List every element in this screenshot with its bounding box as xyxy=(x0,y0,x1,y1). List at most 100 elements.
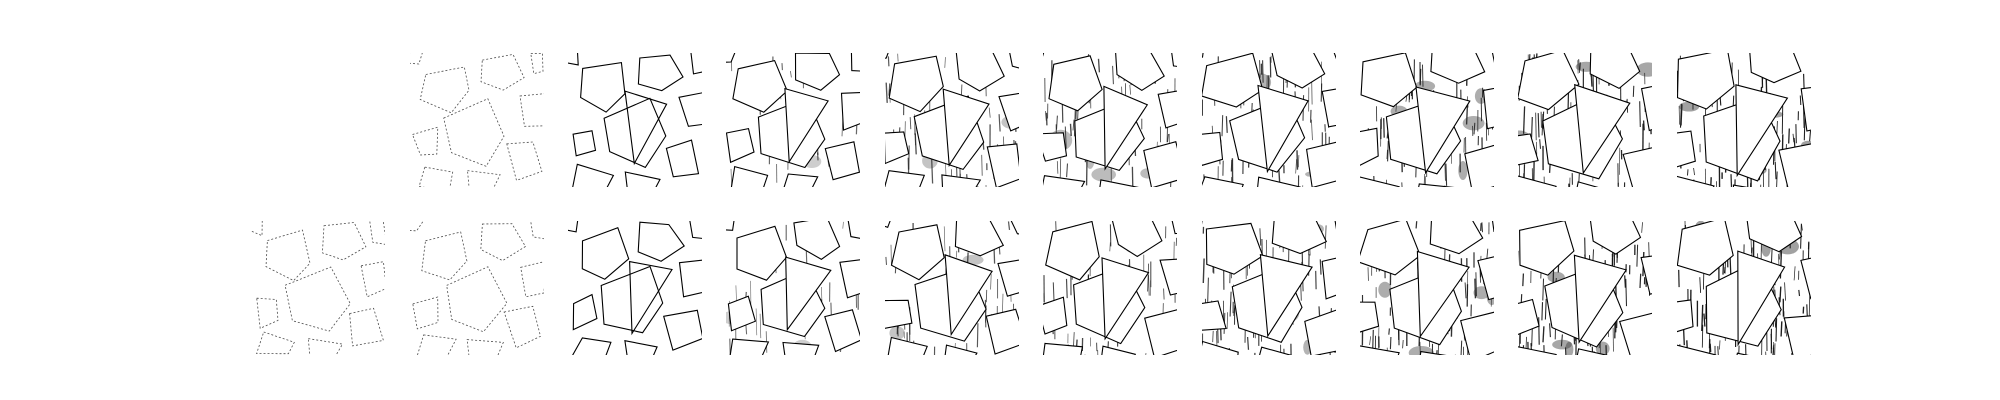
fragment-polygon xyxy=(1419,350,1447,355)
fragment-polygon xyxy=(1360,176,1400,187)
texture-stroke xyxy=(1641,222,1643,233)
fragment-polygon xyxy=(1640,255,1652,295)
fragment-polygon xyxy=(1736,352,1749,355)
texture-stroke xyxy=(1701,304,1704,332)
texture-stroke xyxy=(982,142,985,150)
texture-stroke xyxy=(1319,259,1322,275)
fragment-polygon xyxy=(1360,345,1400,355)
fragment-polygon xyxy=(419,66,470,114)
fragment-polygon xyxy=(251,221,263,237)
fragment-polygon xyxy=(572,337,612,355)
texture-stroke xyxy=(1798,289,1801,297)
fragment-polygon xyxy=(1677,175,1715,187)
panel-image xyxy=(1518,53,1652,187)
panel-r1-c8 xyxy=(1360,53,1494,187)
fragment-polygon xyxy=(888,55,944,113)
texture-stroke xyxy=(998,247,1001,255)
fragment-polygon xyxy=(446,266,508,333)
fragment-polygon xyxy=(730,165,769,187)
texture-stroke xyxy=(1387,140,1389,162)
texture-stroke xyxy=(1486,248,1489,259)
panel-r1-c10 xyxy=(1677,53,1811,187)
fragment-polygon xyxy=(1778,143,1811,187)
fragment-polygon xyxy=(360,261,385,298)
fragment-polygon xyxy=(1416,250,1470,339)
fragment-polygon xyxy=(726,53,736,63)
fragment-polygon xyxy=(1576,348,1609,355)
texture-stroke xyxy=(1007,221,1011,230)
texture-stroke xyxy=(1522,106,1526,134)
texture-stroke xyxy=(1372,329,1374,351)
texture-stroke xyxy=(1719,340,1721,350)
texture-stroke xyxy=(1701,324,1704,348)
texture-stroke xyxy=(1221,115,1224,137)
fragment-polygon xyxy=(1518,298,1540,336)
fragment-polygon xyxy=(678,92,702,127)
texture-stroke xyxy=(1680,104,1683,126)
fragment-polygon xyxy=(1103,85,1149,171)
texture-stroke xyxy=(1765,351,1767,355)
texture-stroke xyxy=(1542,278,1544,301)
fragment-polygon xyxy=(1144,309,1177,355)
texture-stroke xyxy=(1535,112,1537,141)
texture-stroke xyxy=(1148,275,1150,296)
fragment-polygon xyxy=(997,259,1019,297)
panel-image xyxy=(726,221,860,355)
texture-stroke xyxy=(1109,242,1111,252)
panel-r2-c10 xyxy=(1677,221,1811,355)
panel-r1-c6 xyxy=(1043,53,1177,187)
texture-stroke xyxy=(1639,101,1641,128)
fragment-polygon xyxy=(1202,221,1203,225)
fragment-polygon xyxy=(1518,53,1580,111)
fragment-polygon xyxy=(1043,221,1044,222)
texture-stroke xyxy=(1475,272,1477,297)
texture-stroke xyxy=(1544,298,1547,320)
panel-r1-c3 xyxy=(568,53,702,187)
fragment-polygon xyxy=(847,221,860,239)
texture-stroke xyxy=(1069,123,1072,137)
texture-stroke xyxy=(1541,302,1544,321)
fragment-polygon xyxy=(1111,221,1163,258)
texture-stroke xyxy=(1578,59,1581,73)
texture-stroke xyxy=(1056,161,1059,174)
fragment-polygon xyxy=(629,260,673,336)
texture-stroke xyxy=(1730,174,1733,187)
panel-image xyxy=(251,221,385,355)
fragment-polygon xyxy=(1783,315,1811,355)
panel-image xyxy=(1360,53,1494,187)
fragment-polygon xyxy=(1304,309,1336,355)
texture-stroke xyxy=(1579,62,1581,70)
panel-image xyxy=(726,53,860,187)
fragment-polygon xyxy=(1477,256,1494,301)
fragment-polygon xyxy=(307,338,344,355)
fragment-polygon xyxy=(840,92,860,131)
texture-stroke xyxy=(1402,339,1404,349)
fragment-polygon xyxy=(1202,300,1227,331)
texture-stroke xyxy=(1388,328,1390,335)
fragment-polygon xyxy=(1800,87,1811,132)
texture-stroke xyxy=(1445,163,1448,186)
fragment-polygon xyxy=(955,53,1005,92)
texture-stroke xyxy=(1734,179,1736,187)
texture-stroke xyxy=(1538,317,1540,345)
texture-stroke xyxy=(909,117,912,130)
fragment-polygon xyxy=(519,93,544,127)
panel-r1-c4 xyxy=(726,53,860,187)
fragment-polygon xyxy=(581,226,630,280)
texture-stroke xyxy=(842,221,844,229)
texture-stroke xyxy=(1774,318,1777,328)
panel-r2-c1 xyxy=(251,221,385,355)
texture-stroke xyxy=(944,57,946,68)
texture-stroke xyxy=(1465,102,1469,125)
texture-blotch xyxy=(1091,167,1116,182)
fragment-polygon xyxy=(600,265,664,334)
texture-stroke xyxy=(1202,258,1205,284)
fragment-polygon xyxy=(506,141,543,181)
texture-stroke xyxy=(1605,345,1607,355)
fragment-polygon xyxy=(1808,53,1811,62)
fragment-polygon xyxy=(1321,88,1336,128)
fragment-polygon xyxy=(785,256,832,332)
texture-stroke xyxy=(1464,282,1467,299)
fragment-polygon xyxy=(421,231,468,281)
